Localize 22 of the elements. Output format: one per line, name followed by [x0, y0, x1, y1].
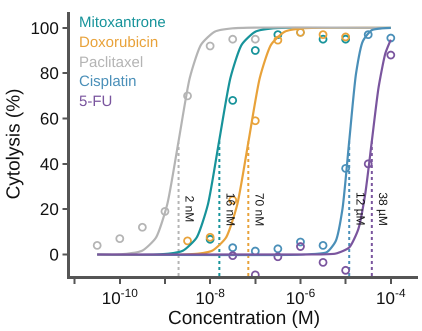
x-axis-title: Concentration (M) — [168, 308, 320, 330]
ref-line-label: 2 nM — [182, 196, 197, 222]
y-tick-label: 100 — [30, 18, 59, 38]
text: 5-FU — [79, 93, 112, 110]
x-tick-label: 10$^{-8}$ — [195, 286, 226, 308]
y-tick-label: 0 — [49, 245, 59, 264]
text: Doxorubicin — [79, 34, 158, 51]
x-tick-label: 10$^{-6}$ — [286, 286, 316, 308]
ref-line-label: 70 nM — [252, 192, 266, 226]
y-tick-label: 40 — [40, 154, 59, 174]
ref-line-label: 12 µM — [353, 192, 368, 226]
y-axis-title: Cytolysis (%) — [3, 88, 24, 200]
y-tick-label: 20 — [40, 200, 59, 220]
text: Cisplatin — [79, 73, 137, 90]
ref-line-label: 38 µM — [376, 192, 390, 226]
text: Paclitaxel — [79, 54, 144, 71]
ref-line-label: 16 nM — [224, 192, 238, 226]
x-tick-label: 10$^{-10}$ — [102, 286, 138, 308]
y-tick-label: 80 — [40, 64, 59, 84]
x-tick-label: 10$^{-4}$ — [376, 286, 406, 308]
y-tick-label: 60 — [40, 109, 59, 128]
text: Mitoxantrone — [79, 14, 166, 31]
